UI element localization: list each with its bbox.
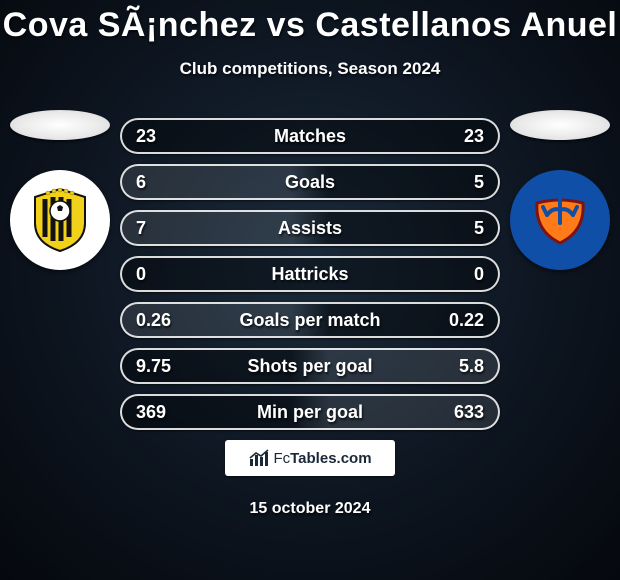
stat-label: Assists (192, 218, 428, 239)
stat-label: Hattricks (192, 264, 428, 285)
stat-label: Min per goal (192, 402, 428, 423)
stat-left-value: 6 (122, 172, 192, 193)
branding-chart-icon (248, 448, 270, 468)
branding-badge: FcTables.com (225, 440, 395, 476)
stat-row: 369Min per goal633 (120, 394, 500, 430)
club-right-crest (510, 170, 610, 270)
page-subtitle: Club competitions, Season 2024 (0, 59, 620, 79)
stat-left-value: 9.75 (122, 356, 192, 377)
branding-post: Tables.com (290, 450, 371, 467)
club-left-crest-svg (25, 185, 95, 255)
stat-label: Shots per goal (192, 356, 428, 377)
stat-row: 0.26Goals per match0.22 (120, 302, 500, 338)
stat-right-value: 633 (428, 402, 498, 423)
stat-right-value: 5 (428, 172, 498, 193)
club-right-crest-svg (517, 177, 603, 263)
stat-label: Matches (192, 126, 428, 147)
stat-row: 0Hattricks0 (120, 256, 500, 292)
stat-left-value: 0 (122, 264, 192, 285)
stat-right-value: 5.8 (428, 356, 498, 377)
club-left (0, 110, 120, 270)
stat-left-value: 0.26 (122, 310, 192, 331)
stat-right-value: 0.22 (428, 310, 498, 331)
branding-text: FcTables.com (273, 450, 371, 467)
stat-right-value: 23 (428, 126, 498, 147)
player-right-plate (510, 110, 610, 140)
club-left-crest (10, 170, 110, 270)
stat-left-value: 7 (122, 218, 192, 239)
stat-right-value: 0 (428, 264, 498, 285)
stat-right-value: 5 (428, 218, 498, 239)
stat-row: 23Matches23 (120, 118, 500, 154)
page-title: Cova SÃ¡nchez vs Castellanos Anuel (0, 0, 620, 45)
stats-table: 23Matches236Goals57Assists50Hattricks00.… (120, 118, 500, 440)
stat-row: 6Goals5 (120, 164, 500, 200)
stat-label: Goals (192, 172, 428, 193)
player-left-plate (10, 110, 110, 140)
club-right (500, 110, 620, 270)
date-text: 15 october 2024 (0, 500, 620, 518)
stat-label: Goals per match (192, 310, 428, 331)
branding-pre: Fc (273, 450, 290, 467)
stat-left-value: 23 (122, 126, 192, 147)
stat-row: 9.75Shots per goal5.8 (120, 348, 500, 384)
stat-row: 7Assists5 (120, 210, 500, 246)
stat-left-value: 369 (122, 402, 192, 423)
content-root: Cova SÃ¡nchez vs Castellanos Anuel Club … (0, 0, 620, 580)
